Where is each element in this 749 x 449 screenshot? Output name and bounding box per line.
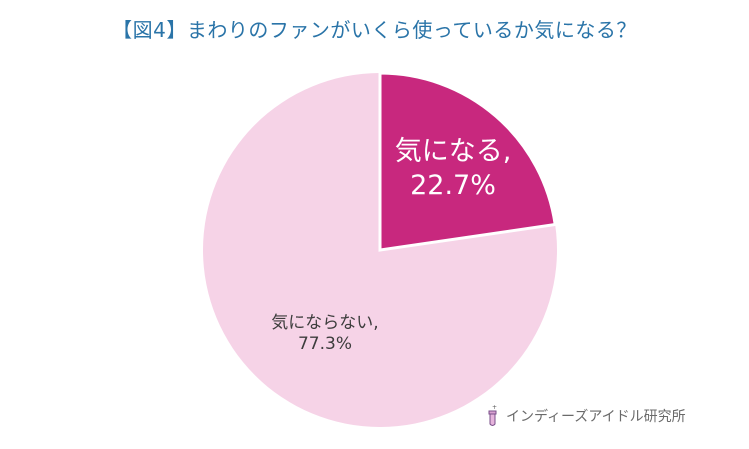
label-name: 気になる,	[394, 136, 512, 167]
label-value: 77.3%	[297, 334, 352, 355]
slice-label-concerned: 気になる, 22.7%	[378, 135, 528, 203]
test-tube-icon: +	[488, 404, 497, 426]
source-credit: + インディーズアイドル研究所	[486, 404, 686, 428]
label-value: 22.7%	[410, 169, 496, 201]
chart-title: 【図4】まわりのファンがいくら使っているか気になる？	[112, 18, 637, 42]
slice-label-not-concerned: 気にならない, 77.3%	[245, 313, 405, 356]
credit-text: インディーズアイドル研究所	[506, 409, 686, 425]
label-name: 気にならない,	[271, 313, 379, 333]
slice-concerned	[378, 71, 557, 252]
svg-text:+: +	[492, 404, 497, 411]
